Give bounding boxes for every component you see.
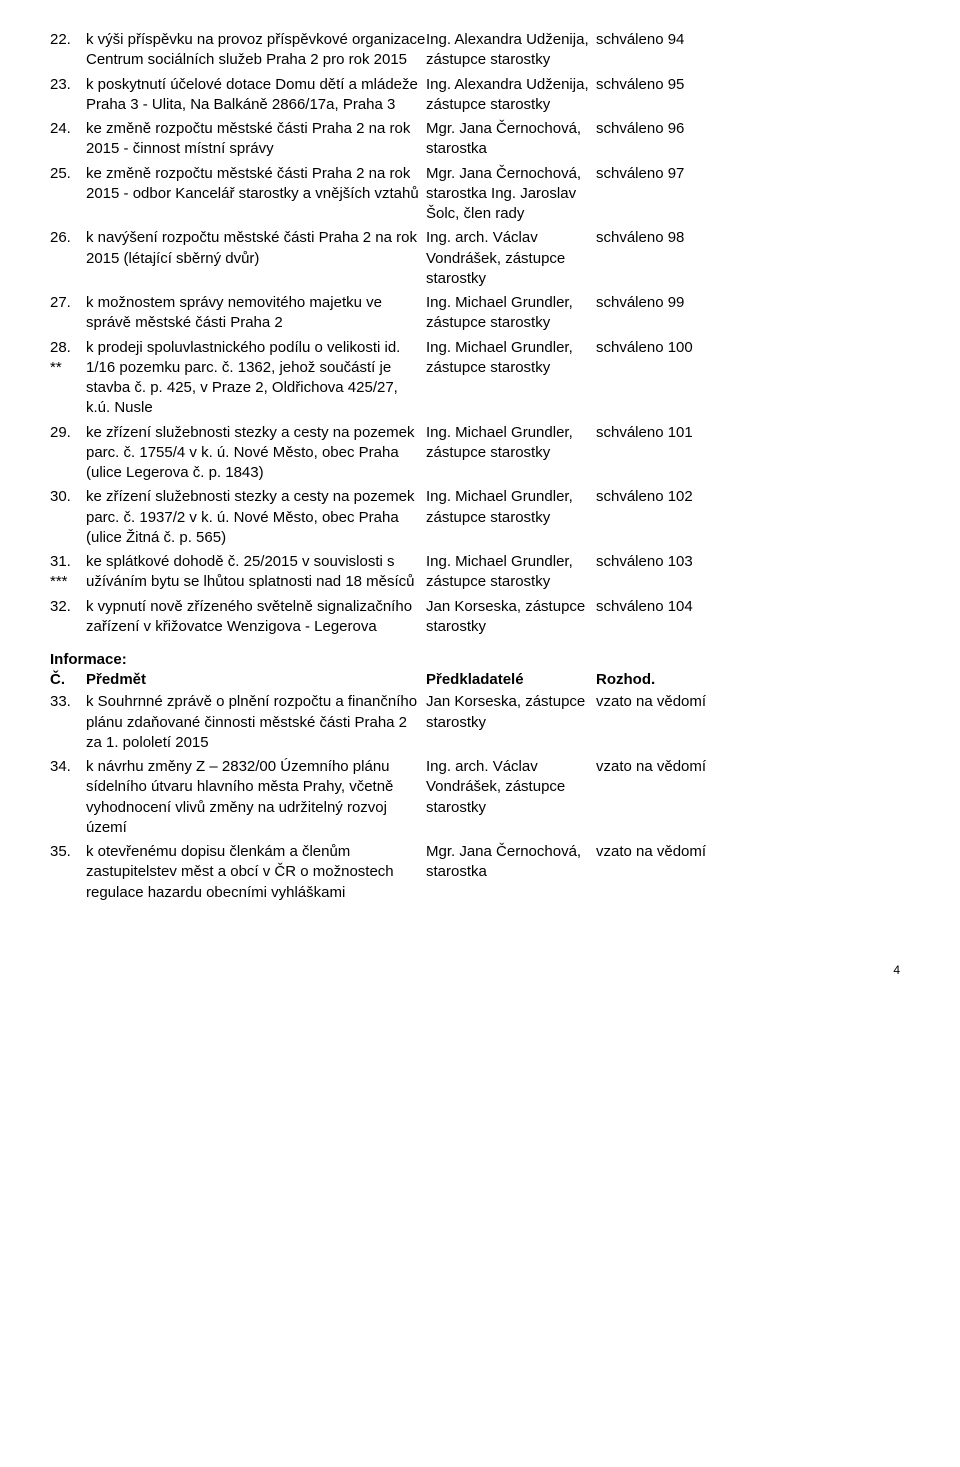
row-subject: k vypnutí nově zřízeného světelně signal… xyxy=(86,597,426,638)
table-row: 35.k otevřenému dopisu členkám a členům … xyxy=(50,842,900,903)
table-row: 25.ke změně rozpočtu městské části Praha… xyxy=(50,164,900,225)
row-decision: schváleno 101 xyxy=(596,423,900,484)
row-number: 24. xyxy=(50,119,86,160)
row-number: 34. xyxy=(50,757,86,838)
header-presenter: Předkladatelé xyxy=(426,670,596,690)
table-row: 34.k návrhu změny Z – 2832/00 Územního p… xyxy=(50,757,900,838)
row-subject: k možnostem správy nemovitého majetku ve… xyxy=(86,293,426,334)
row-number: 26. xyxy=(50,228,86,289)
table-row: 33.k Souhrnné zprávě o plnění rozpočtu a… xyxy=(50,692,900,753)
row-decision: schváleno 97 xyxy=(596,164,900,225)
row-presenter: Mgr. Jana Černochová, starostka Ing. Jar… xyxy=(426,164,596,225)
row-number: 23. xyxy=(50,75,86,116)
page-number: 4 xyxy=(50,963,900,977)
row-decision: vzato na vědomí xyxy=(596,842,900,903)
row-decision: schváleno 94 xyxy=(596,30,900,71)
row-subject: k Souhrnné zprávě o plnění rozpočtu a fi… xyxy=(86,692,426,753)
row-decision: vzato na vědomí xyxy=(596,692,900,753)
row-number: 35. xyxy=(50,842,86,903)
table-row: 31.***ke splátkové dohodě č. 25/2015 v s… xyxy=(50,552,900,593)
table-row: 28.**k prodeji spoluvlastnického podílu … xyxy=(50,338,900,419)
row-subject: k poskytnutí účelové dotace Domu dětí a … xyxy=(86,75,426,116)
header-decision: Rozhod. xyxy=(596,670,900,690)
table-row: 29.ke zřízení služebnosti stezky a cesty… xyxy=(50,423,900,484)
row-number: 28.** xyxy=(50,338,86,419)
row-presenter: Ing. arch. Václav Vondrášek, zástupce st… xyxy=(426,228,596,289)
row-decision: schváleno 103 xyxy=(596,552,900,593)
table-row: 24.ke změně rozpočtu městské části Praha… xyxy=(50,119,900,160)
row-number: 27. xyxy=(50,293,86,334)
row-presenter: Mgr. Jana Černochová, starostka xyxy=(426,842,596,903)
row-presenter: Ing. arch. Václav Vondrášek, zástupce st… xyxy=(426,757,596,838)
table-row: 32.k vypnutí nově zřízeného světelně sig… xyxy=(50,597,900,638)
info-table: 33.k Souhrnné zprávě o plnění rozpočtu a… xyxy=(50,692,900,903)
row-decision: schváleno 102 xyxy=(596,487,900,548)
table-row: 30.ke zřízení služebnosti stezky a cesty… xyxy=(50,487,900,548)
row-presenter: Ing. Alexandra Udženija, zástupce staros… xyxy=(426,75,596,116)
row-subject: ke zřízení služebnosti stezky a cesty na… xyxy=(86,423,426,484)
row-presenter: Ing. Michael Grundler, zástupce starostk… xyxy=(426,293,596,334)
row-number: 22. xyxy=(50,30,86,71)
row-number: 25. xyxy=(50,164,86,225)
row-presenter: Ing. Alexandra Udženija, zástupce staros… xyxy=(426,30,596,71)
table-row: 27.k možnostem správy nemovitého majetku… xyxy=(50,293,900,334)
row-decision: vzato na vědomí xyxy=(596,757,900,838)
section-title: Informace: xyxy=(50,651,900,668)
row-subject: k návrhu změny Z – 2832/00 Územního plán… xyxy=(86,757,426,838)
table-row: 22.k výši příspěvku na provoz příspěvkov… xyxy=(50,30,900,71)
row-decision: schváleno 98 xyxy=(596,228,900,289)
row-presenter: Ing. Michael Grundler, zástupce starostk… xyxy=(426,423,596,484)
row-subject: ke změně rozpočtu městské části Praha 2 … xyxy=(86,164,426,225)
table-row: 23.k poskytnutí účelové dotace Domu dětí… xyxy=(50,75,900,116)
row-number: 33. xyxy=(50,692,86,753)
row-number: 31.*** xyxy=(50,552,86,593)
row-number: 29. xyxy=(50,423,86,484)
row-decision: schváleno 104 xyxy=(596,597,900,638)
row-subject: ke splátkové dohodě č. 25/2015 v souvisl… xyxy=(86,552,426,593)
main-table: 22.k výši příspěvku na provoz příspěvkov… xyxy=(50,30,900,637)
row-presenter: Jan Korseska, zástupce starostky xyxy=(426,597,596,638)
row-presenter: Jan Korseska, zástupce starostky xyxy=(426,692,596,753)
row-presenter: Ing. Michael Grundler, zástupce starostk… xyxy=(426,487,596,548)
row-presenter: Ing. Michael Grundler, zástupce starostk… xyxy=(426,338,596,419)
row-number: 30. xyxy=(50,487,86,548)
row-subject: ke zřízení služebnosti stezky a cesty na… xyxy=(86,487,426,548)
row-subject: k výši příspěvku na provoz příspěvkové o… xyxy=(86,30,426,71)
row-decision: schváleno 96 xyxy=(596,119,900,160)
row-decision: schváleno 95 xyxy=(596,75,900,116)
row-subject: k prodeji spoluvlastnického podílu o vel… xyxy=(86,338,426,419)
row-presenter: Mgr. Jana Černochová, starostka xyxy=(426,119,596,160)
header-num: Č. xyxy=(50,670,86,690)
row-decision: schváleno 99 xyxy=(596,293,900,334)
row-subject: k otevřenému dopisu členkám a členům zas… xyxy=(86,842,426,903)
header-subject: Předmět xyxy=(86,670,426,690)
row-decision: schváleno 100 xyxy=(596,338,900,419)
row-subject: ke změně rozpočtu městské části Praha 2 … xyxy=(86,119,426,160)
row-number: 32. xyxy=(50,597,86,638)
row-subject: k navýšení rozpočtu městské části Praha … xyxy=(86,228,426,289)
table-row: 26.k navýšení rozpočtu městské části Pra… xyxy=(50,228,900,289)
table-header-row: Č. Předmět Předkladatelé Rozhod. xyxy=(50,670,900,690)
row-presenter: Ing. Michael Grundler, zástupce starostk… xyxy=(426,552,596,593)
